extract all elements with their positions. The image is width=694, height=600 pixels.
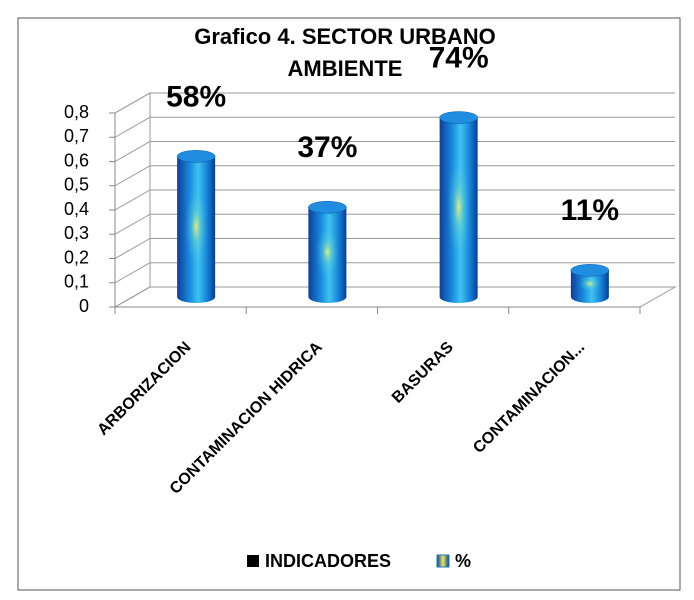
y-tick-label: 0,5 — [64, 175, 89, 195]
y-tick-label: 0,3 — [64, 223, 89, 243]
chart-border — [17, 17, 681, 591]
bar-glow — [184, 187, 208, 267]
data-label: 74% — [429, 41, 489, 74]
grid-line — [114, 238, 675, 259]
chart-title: Grafico 4. SECTOR URBANO — [194, 24, 496, 49]
y-tick-label: 0,1 — [64, 272, 89, 292]
grid-line — [114, 165, 675, 187]
grid-line — [114, 213, 675, 235]
y-tick-label: 0,8 — [64, 102, 89, 122]
bar-top — [439, 111, 478, 124]
grid-line — [114, 141, 675, 162]
data-label: 11% — [561, 194, 619, 227]
y-tick-label: 0,4 — [64, 199, 89, 219]
data-label: 58% — [166, 80, 226, 113]
bar-top — [308, 201, 347, 214]
legend-swatch — [247, 555, 259, 567]
y-tick-label: 0,6 — [64, 150, 89, 170]
grid-line — [114, 189, 675, 211]
bar — [570, 264, 610, 303]
y-tick-label: 0 — [79, 296, 89, 316]
bar-glow — [578, 275, 602, 292]
chart-title: AMBIENTE — [288, 56, 403, 81]
grid-line — [114, 92, 675, 114]
grid-line — [114, 286, 675, 308]
bar — [176, 150, 216, 303]
bar-top — [570, 264, 610, 277]
data-label: 37% — [297, 131, 357, 164]
legend-label: % — [455, 551, 471, 571]
grid-line — [114, 262, 675, 284]
bar-glow — [315, 227, 339, 278]
bar — [308, 201, 347, 303]
bar — [439, 111, 478, 303]
y-tick-label: 0,2 — [64, 247, 89, 267]
y-tick-label: 0,7 — [64, 126, 89, 146]
grid-line — [114, 116, 675, 138]
legend-swatch — [436, 554, 450, 568]
bar-top — [176, 150, 216, 163]
bar-glow — [447, 157, 471, 258]
legend-label: INDICADORES — [265, 551, 391, 571]
